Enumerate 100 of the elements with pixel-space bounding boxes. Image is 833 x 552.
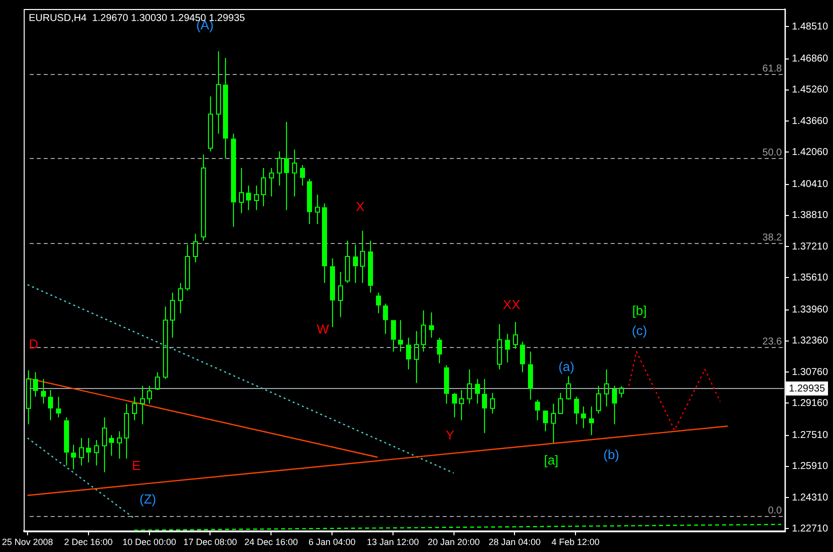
candlestick	[163, 306, 168, 380]
candlestick	[94, 439, 99, 466]
y-tick-label: 1.37210	[792, 241, 828, 252]
candlestick	[300, 164, 305, 186]
candlestick	[284, 121, 289, 211]
candlestick	[201, 154, 206, 242]
annotation: X	[356, 199, 365, 214]
x-tick-label: 28 Jan 04:00	[488, 537, 541, 548]
candlestick	[56, 396, 61, 418]
candlestick	[193, 233, 198, 263]
annotation: D	[28, 336, 38, 352]
candlestick	[48, 389, 53, 421]
y-tick-label: 1.30760	[792, 366, 828, 378]
annotation: E	[132, 458, 142, 474]
candlestick	[589, 406, 594, 436]
y-tick-label: 1.27510	[792, 430, 828, 442]
x-tick-label: 24 Dec 16:00	[244, 537, 298, 548]
y-tick-label: 1.29160	[792, 398, 828, 409]
candlestick	[604, 368, 609, 407]
annotation: (Z)	[139, 491, 156, 506]
candlestick	[383, 303, 388, 334]
annotation: Y	[446, 428, 455, 443]
candlestick	[117, 430, 122, 460]
candlestick	[566, 376, 571, 400]
candlestick	[315, 194, 320, 224]
annotation: [b]	[632, 302, 647, 318]
candlestick	[535, 399, 540, 421]
candlestick	[330, 258, 335, 328]
candlestick	[482, 378, 487, 434]
candlestick	[261, 167, 266, 207]
candlestick	[467, 368, 472, 404]
candlestick	[86, 438, 91, 464]
candlestick	[421, 310, 426, 352]
candlestick	[71, 444, 76, 470]
candlestick	[185, 244, 190, 292]
candlestick	[102, 416, 107, 473]
candlestick	[520, 341, 525, 373]
candlestick	[132, 396, 137, 421]
ref-line-label: 23.6	[762, 336, 782, 348]
x-tick-label: 13 Jan 12:00	[366, 537, 419, 548]
y-tick-label: 1.24310	[792, 492, 828, 504]
candlestick	[543, 410, 548, 432]
ref-line-label: 1.29935	[788, 383, 826, 394]
annotation: (c)	[632, 322, 648, 338]
candlestick	[414, 330, 419, 384]
candlestick	[581, 406, 586, 429]
candlestick	[277, 150, 282, 186]
y-tick-label: 1.32360	[792, 336, 828, 347]
candlestick	[490, 392, 495, 414]
candlestick	[307, 178, 312, 224]
candlestick	[345, 240, 350, 284]
candlestick	[109, 434, 114, 456]
ref-line-label: 61.8	[762, 63, 782, 74]
candlestick	[612, 385, 617, 425]
candlestick	[239, 167, 244, 214]
y-tick-label: 1.43660	[792, 116, 828, 127]
y-tick-label: 1.46860	[792, 54, 828, 65]
ref-line-label: 38.2	[762, 232, 782, 244]
candlestick	[178, 282, 183, 314]
candlestick	[41, 378, 46, 404]
y-tick-label: 1.38810	[792, 210, 828, 222]
ref-line-label: 50.0	[762, 147, 782, 158]
annotation: XX	[502, 297, 521, 312]
candlestick	[338, 272, 343, 318]
y-tick-label: 1.35610	[792, 272, 828, 284]
candlestick	[216, 50, 221, 134]
candlestick	[368, 240, 373, 294]
ref-line-label: 0.0	[768, 505, 782, 516]
candlestick	[475, 378, 480, 404]
candlestick	[208, 96, 213, 152]
x-tick-label: 2 Dec 16:00	[64, 537, 113, 548]
candlestick	[452, 392, 457, 418]
y-tick-label: 1.42060	[792, 146, 828, 158]
candlestick	[391, 320, 396, 352]
candlestick	[254, 185, 259, 211]
candlestick	[124, 403, 129, 460]
candlestick	[398, 320, 403, 352]
candlestick	[497, 324, 502, 370]
candlestick	[406, 337, 411, 370]
candlestick	[459, 389, 464, 421]
candlestick	[33, 372, 38, 398]
y-tick-label: 1.25910	[792, 461, 828, 472]
candlestick	[64, 416, 69, 466]
candlestick	[429, 312, 434, 338]
candlestick	[170, 292, 175, 338]
x-tick-label: 17 Dec 08:00	[183, 537, 237, 548]
candlestick	[79, 438, 84, 466]
x-tick-label: 10 Dec 00:00	[122, 537, 176, 548]
candlestick	[444, 364, 449, 404]
y-tick-label: 1.48510	[792, 21, 828, 32]
candlestick	[147, 385, 152, 404]
candlestick	[360, 230, 365, 284]
y-tick-label: 1.45260	[792, 84, 828, 96]
candlestick	[505, 333, 510, 363]
y-tick-label: 1.33960	[792, 304, 828, 316]
x-tick-label: 20 Jan 20:00	[428, 537, 480, 548]
candlestick	[322, 202, 327, 284]
candlestick	[551, 403, 556, 444]
candlestick	[376, 292, 381, 314]
annotation: (a)	[558, 358, 574, 374]
